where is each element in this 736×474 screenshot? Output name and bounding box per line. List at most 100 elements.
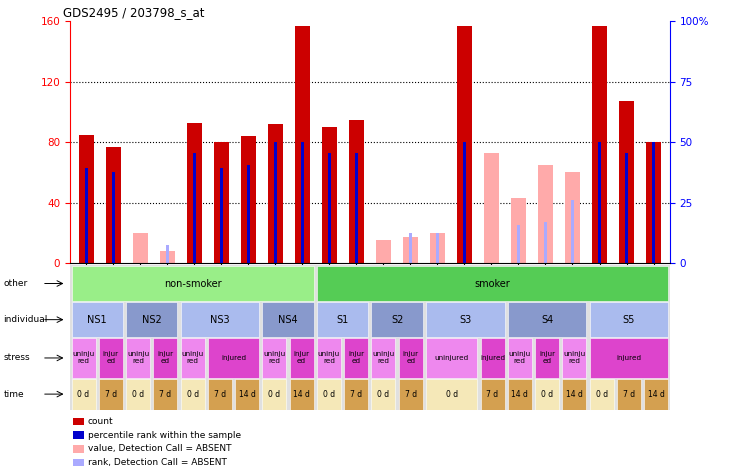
Bar <box>193 153 196 263</box>
Text: injured: injured <box>480 355 505 361</box>
Bar <box>355 153 358 263</box>
Text: 7 d: 7 d <box>105 390 117 399</box>
Bar <box>590 379 614 410</box>
Bar <box>126 379 150 410</box>
Bar <box>295 26 310 263</box>
Bar <box>71 338 96 378</box>
Bar <box>73 445 84 453</box>
Bar <box>208 379 232 410</box>
Text: uninju
red: uninju red <box>263 351 286 365</box>
Text: non-smoker: non-smoker <box>164 279 222 289</box>
Bar <box>290 338 314 378</box>
Bar <box>544 222 547 263</box>
Bar <box>73 418 84 425</box>
Bar <box>71 266 314 301</box>
Text: S3: S3 <box>459 315 471 325</box>
Bar <box>426 338 477 378</box>
Bar <box>106 147 121 263</box>
Bar <box>508 379 532 410</box>
Text: 7 d: 7 d <box>350 390 362 399</box>
Bar <box>317 379 341 410</box>
Text: injured: injured <box>616 355 642 361</box>
Bar <box>565 173 580 263</box>
Bar <box>619 101 634 263</box>
Bar <box>263 302 314 337</box>
Bar <box>562 379 587 410</box>
Bar <box>247 165 250 263</box>
Text: injured: injured <box>221 355 246 361</box>
Bar <box>399 379 422 410</box>
Text: S4: S4 <box>541 315 553 325</box>
Bar <box>85 168 88 263</box>
Text: injur
ed: injur ed <box>158 351 174 365</box>
Text: uninju
red: uninju red <box>127 351 149 365</box>
Text: individual: individual <box>4 315 48 324</box>
Bar <box>508 302 587 337</box>
Text: 7 d: 7 d <box>405 390 417 399</box>
Text: injur
ed: injur ed <box>539 351 555 365</box>
Bar <box>187 123 202 263</box>
Text: uninju
red: uninju red <box>563 351 585 365</box>
Text: uninju
red: uninju red <box>72 351 95 365</box>
Bar <box>153 338 177 378</box>
Text: count: count <box>88 417 113 426</box>
Bar <box>571 200 574 263</box>
Bar <box>213 142 229 263</box>
Text: GDS2495 / 203798_s_at: GDS2495 / 203798_s_at <box>63 6 204 19</box>
Text: injur
ed: injur ed <box>403 351 419 365</box>
Bar <box>317 302 368 337</box>
Text: 14 d: 14 d <box>512 390 528 399</box>
Bar <box>403 237 418 263</box>
Text: 7 d: 7 d <box>159 390 171 399</box>
Bar <box>126 302 177 337</box>
Bar <box>301 142 304 263</box>
Text: 0 d: 0 d <box>186 390 199 399</box>
Bar <box>399 338 422 378</box>
Bar <box>73 459 84 466</box>
Text: S5: S5 <box>623 315 635 325</box>
Bar <box>99 338 123 378</box>
Text: injur
ed: injur ed <box>103 351 119 365</box>
Text: 14 d: 14 d <box>566 390 583 399</box>
Bar <box>644 379 668 410</box>
Text: 0 d: 0 d <box>378 390 389 399</box>
Text: rank, Detection Call = ABSENT: rank, Detection Call = ABSENT <box>88 458 227 467</box>
Bar <box>322 127 337 263</box>
Text: 14 d: 14 d <box>648 390 665 399</box>
Bar <box>220 168 223 263</box>
Bar <box>344 379 368 410</box>
Bar <box>481 379 505 410</box>
Bar <box>463 142 466 263</box>
Text: 0 d: 0 d <box>132 390 144 399</box>
Bar <box>73 431 84 439</box>
Bar <box>99 379 123 410</box>
Bar <box>241 136 255 263</box>
Text: uninju
red: uninju red <box>372 351 394 365</box>
Text: 14 d: 14 d <box>293 390 310 399</box>
Bar <box>126 338 150 378</box>
Bar <box>71 302 123 337</box>
Bar <box>344 338 368 378</box>
Text: 14 d: 14 d <box>238 390 255 399</box>
Text: 0 d: 0 d <box>595 390 608 399</box>
Bar <box>79 135 93 263</box>
Bar <box>372 338 395 378</box>
Bar <box>481 338 505 378</box>
Text: value, Detection Call = ABSENT: value, Detection Call = ABSENT <box>88 444 231 453</box>
Text: NS1: NS1 <box>88 315 107 325</box>
Bar <box>426 302 505 337</box>
Bar <box>71 379 96 410</box>
Bar <box>274 142 277 263</box>
Text: S2: S2 <box>391 315 403 325</box>
Bar <box>263 338 286 378</box>
Bar <box>646 142 661 263</box>
Text: 0 d: 0 d <box>541 390 553 399</box>
Text: 0 d: 0 d <box>269 390 280 399</box>
Text: uninjured: uninjured <box>434 355 469 361</box>
Text: uninju
red: uninju red <box>182 351 204 365</box>
Bar <box>511 198 526 263</box>
Bar <box>132 233 148 263</box>
Text: 7 d: 7 d <box>623 390 635 399</box>
Bar <box>535 338 559 378</box>
Text: NS3: NS3 <box>210 315 230 325</box>
